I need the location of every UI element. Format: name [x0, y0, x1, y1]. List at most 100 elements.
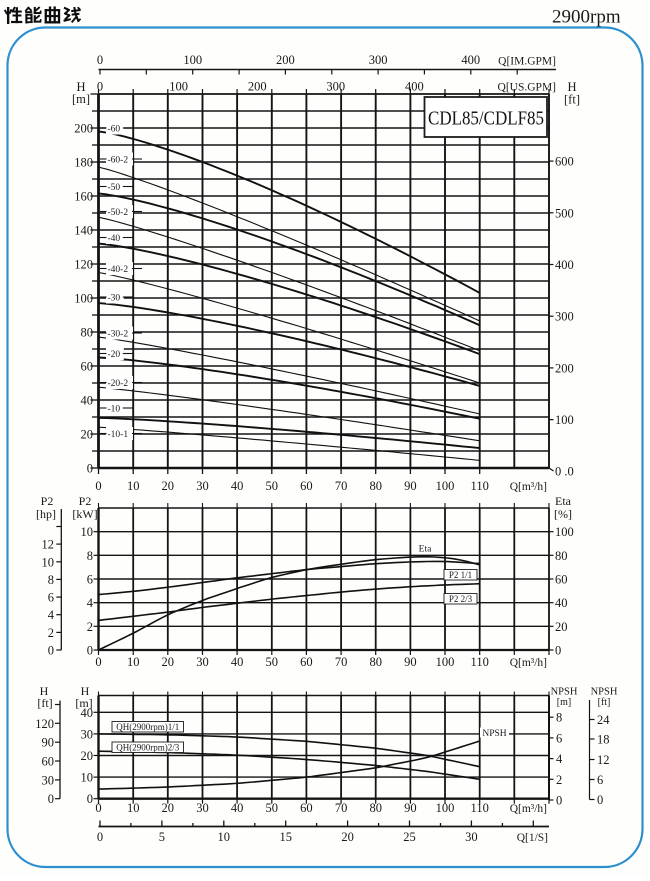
- svg-text:0: 0: [597, 793, 603, 807]
- svg-text:30: 30: [196, 801, 209, 815]
- svg-text:4: 4: [556, 752, 563, 766]
- svg-text:Eta: Eta: [555, 494, 572, 508]
- svg-text:10: 10: [81, 771, 94, 785]
- svg-text:10: 10: [127, 655, 140, 669]
- svg-text:60: 60: [81, 360, 94, 374]
- svg-text:0: 0: [555, 644, 561, 658]
- svg-text:90: 90: [404, 479, 417, 493]
- svg-text:P2: P2: [41, 494, 54, 508]
- svg-text:6: 6: [87, 573, 93, 587]
- svg-text:[%]: [%]: [554, 507, 572, 521]
- svg-text:40: 40: [231, 801, 244, 815]
- svg-text:NPSH: NPSH: [591, 687, 618, 698]
- svg-text:110: 110: [471, 655, 489, 669]
- svg-text:100: 100: [169, 80, 188, 94]
- svg-text:-20: -20: [108, 350, 121, 360]
- svg-text:90: 90: [404, 655, 417, 669]
- svg-text:4: 4: [48, 608, 55, 622]
- svg-text:60: 60: [300, 655, 313, 669]
- svg-text:50: 50: [266, 801, 279, 815]
- svg-text:100: 100: [74, 292, 93, 306]
- svg-text:[hp]: [hp]: [36, 507, 56, 521]
- svg-text:NPSH: NPSH: [551, 687, 578, 698]
- svg-text:5: 5: [159, 830, 165, 844]
- svg-text:Eta: Eta: [419, 545, 432, 555]
- svg-text:80: 80: [81, 326, 94, 340]
- svg-text:500: 500: [555, 206, 574, 220]
- svg-text:10: 10: [218, 830, 231, 844]
- svg-text:0: 0: [48, 644, 54, 658]
- svg-text:120: 120: [35, 717, 54, 731]
- svg-text:600: 600: [555, 155, 574, 169]
- svg-text:120: 120: [74, 258, 93, 272]
- svg-text:-60-2: -60-2: [108, 156, 129, 166]
- svg-text:0: 0: [87, 644, 93, 658]
- svg-text:-40: -40: [108, 234, 121, 244]
- svg-text:[m]: [m]: [72, 92, 90, 106]
- svg-text:100: 100: [555, 525, 574, 539]
- svg-text:20: 20: [81, 428, 94, 442]
- svg-text:[m]: [m]: [557, 697, 571, 708]
- svg-text:10: 10: [127, 801, 140, 815]
- svg-text:-20-2: -20-2: [108, 379, 129, 389]
- svg-text:[m]: [m]: [75, 696, 92, 710]
- svg-text:400: 400: [405, 80, 424, 94]
- svg-text:P2 2/3: P2 2/3: [449, 594, 473, 604]
- svg-text:24: 24: [597, 713, 610, 727]
- svg-text:110: 110: [471, 801, 489, 815]
- svg-text:100: 100: [436, 655, 455, 669]
- svg-text:20: 20: [555, 620, 568, 634]
- svg-text:70: 70: [335, 479, 348, 493]
- svg-text:Q[IM.GPM]: Q[IM.GPM]: [498, 56, 556, 68]
- svg-text:90: 90: [404, 801, 417, 815]
- svg-text:2900rpm: 2900rpm: [552, 7, 621, 28]
- svg-text:-30-2: -30-2: [108, 330, 129, 340]
- svg-text:2: 2: [48, 626, 54, 640]
- svg-text:50: 50: [266, 479, 279, 493]
- svg-text:80: 80: [369, 801, 382, 815]
- svg-text:400: 400: [461, 53, 480, 67]
- svg-text:200: 200: [74, 122, 93, 136]
- svg-text:200: 200: [248, 80, 267, 94]
- svg-text:300: 300: [326, 80, 345, 94]
- svg-text:[ft]: [ft]: [598, 697, 611, 708]
- svg-text:Q[m³/h]: Q[m³/h]: [510, 803, 547, 815]
- svg-text:60: 60: [300, 479, 313, 493]
- svg-text:-10-1: -10-1: [108, 430, 129, 440]
- svg-text:[kW]: [kW]: [72, 507, 97, 521]
- svg-text:6: 6: [556, 731, 562, 745]
- svg-text:0: 0: [87, 462, 93, 476]
- svg-text:8: 8: [87, 549, 93, 563]
- svg-text:CDL85/CDLF85: CDL85/CDLF85: [428, 109, 544, 130]
- svg-text:18: 18: [597, 733, 610, 747]
- svg-text:Q[US.GPM]: Q[US.GPM]: [498, 82, 556, 94]
- svg-text:40: 40: [231, 655, 244, 669]
- svg-text:50: 50: [266, 655, 279, 669]
- svg-text:0: 0: [556, 794, 562, 808]
- svg-text:25: 25: [403, 830, 416, 844]
- svg-text:300: 300: [555, 310, 574, 324]
- svg-text:0: 0: [95, 479, 101, 493]
- svg-text:10: 10: [42, 555, 55, 569]
- svg-text:100: 100: [436, 801, 455, 815]
- svg-text:0: 0: [97, 80, 103, 94]
- svg-text:0: 0: [48, 792, 54, 806]
- svg-text:10: 10: [81, 525, 94, 539]
- svg-text:8: 8: [48, 573, 54, 587]
- svg-text:4: 4: [87, 596, 94, 610]
- svg-text:0: 0: [95, 801, 101, 815]
- svg-text:-50-2: -50-2: [108, 208, 129, 218]
- svg-text:30: 30: [465, 830, 478, 844]
- svg-text:Q[1/S]: Q[1/S]: [517, 832, 548, 844]
- svg-text:2: 2: [556, 773, 562, 787]
- svg-text:140: 140: [74, 224, 93, 238]
- svg-text:30: 30: [196, 655, 209, 669]
- svg-text:6: 6: [48, 591, 54, 605]
- svg-text:2: 2: [87, 620, 93, 634]
- svg-text:P2 1/1: P2 1/1: [449, 570, 472, 580]
- svg-text:15: 15: [279, 830, 292, 844]
- svg-text:20: 20: [162, 801, 175, 815]
- svg-text:30: 30: [81, 727, 94, 741]
- svg-text:180: 180: [74, 156, 93, 170]
- svg-text:80: 80: [555, 549, 568, 563]
